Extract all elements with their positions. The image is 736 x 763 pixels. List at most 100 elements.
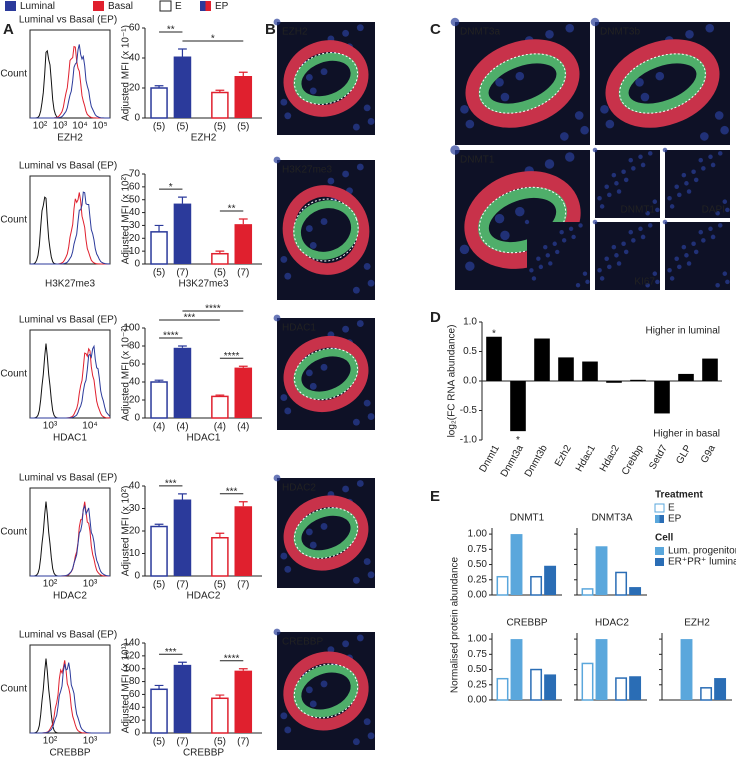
nucleus [705,23,715,33]
nucleus [691,241,696,247]
y-tick-label: 40 [129,377,141,388]
n-label: (7) [176,580,188,591]
flow-xlabel: CREBBP [49,748,90,759]
nucleus [614,253,619,258]
error-bar [178,345,187,348]
micrograph [595,150,660,218]
nucleus [273,314,281,322]
flow-curve [30,344,111,419]
nucleus [571,234,576,240]
duct-inner [618,53,707,114]
y-tick-label: 60 [129,23,141,34]
flow-title: Luminal vs Basal (EP) [19,161,117,172]
legend-title: Treatment [655,490,703,501]
y-tick-label: -0.5 [460,405,478,416]
panel-label: A [3,21,14,38]
bar [654,381,670,414]
nucleus [701,238,706,243]
nucleus [604,256,609,261]
n-label: (7) [176,737,188,748]
nucleus [363,718,371,726]
x-axis-label: EZH2 [191,133,217,144]
nucleus [280,552,288,560]
significance-label: *** [184,313,196,324]
bar [530,575,543,596]
bar [680,639,693,700]
flow-ylabel: Count [0,215,27,226]
bar [544,674,557,700]
n-label: (5) [214,737,226,748]
nucleus [638,226,643,232]
error-bar [154,684,164,690]
error-bar [178,48,187,57]
nucleus [677,264,682,270]
nucleus [356,480,364,487]
nucleus [599,204,605,209]
nucleus [698,229,704,235]
nucleus [686,189,692,194]
nucleus [611,172,617,178]
bar [173,56,192,118]
nucleus [342,170,350,178]
n-label: (7) [237,737,249,748]
nucleus [559,229,564,235]
y-axis-label: Adjusted MFI (x 10²) [121,486,132,577]
error-bar [178,196,187,204]
n-label: (4) [237,422,249,433]
error-bar [215,250,225,254]
image-label: HDAC1 [282,323,316,334]
n-label: (4) [214,422,226,433]
nucleus [555,249,560,255]
chart-title: DNMT1 [510,513,545,524]
significance-label: **** [224,653,240,664]
nucleus [600,105,609,114]
y-axis-label: Adjusted MFI (x 10²) [121,174,132,265]
image-label: DAPI [702,205,725,216]
duct-ring [283,495,369,571]
y-tick-label: 30 [129,220,141,231]
bar [150,87,168,119]
nucleus [623,249,629,255]
nucleus [693,177,699,183]
y-tick-label: 20 [129,83,141,94]
legend-swatch [655,547,664,555]
bar [150,231,168,265]
significance-label: ** [167,25,175,36]
nucleus [495,77,504,87]
y-tick-label: 1.0 [463,317,477,328]
outline [293,347,359,401]
y-tick-label: 10 [129,246,141,257]
nucleus [686,261,692,266]
nucleus [715,210,720,216]
nucleus [575,283,581,288]
flow-title: Luminal vs Basal (EP) [19,473,117,484]
legend-label: E [668,503,675,514]
nucleus [284,407,292,415]
nucleus [352,576,360,584]
flow-xlabel: HDAC2 [53,591,87,602]
image-label: DNMT1 [460,155,495,166]
image-label: H3K27me3 [282,165,332,176]
nucleus [655,71,665,81]
legend-label: EP [668,514,682,525]
nucleus [356,24,364,32]
bar [486,336,502,381]
y-tick-label: 30 [129,503,141,514]
nucleus [592,219,598,225]
n-label: (5) [153,580,165,591]
bar [702,358,718,381]
flow-frame [29,644,111,734]
nucleus [631,166,636,171]
error-bar [238,218,248,225]
y-tick-label: 40 [129,207,141,218]
nucleus [305,369,313,377]
y-tick-label: 0.0 [463,376,477,387]
nucleus [529,268,534,273]
nucleus [367,571,375,579]
nucleus [545,253,550,258]
y-tick-label: 20 [129,526,141,537]
nucleus [715,282,720,288]
flow-curve [30,44,110,119]
nucleus [352,418,360,426]
bar [211,537,229,577]
